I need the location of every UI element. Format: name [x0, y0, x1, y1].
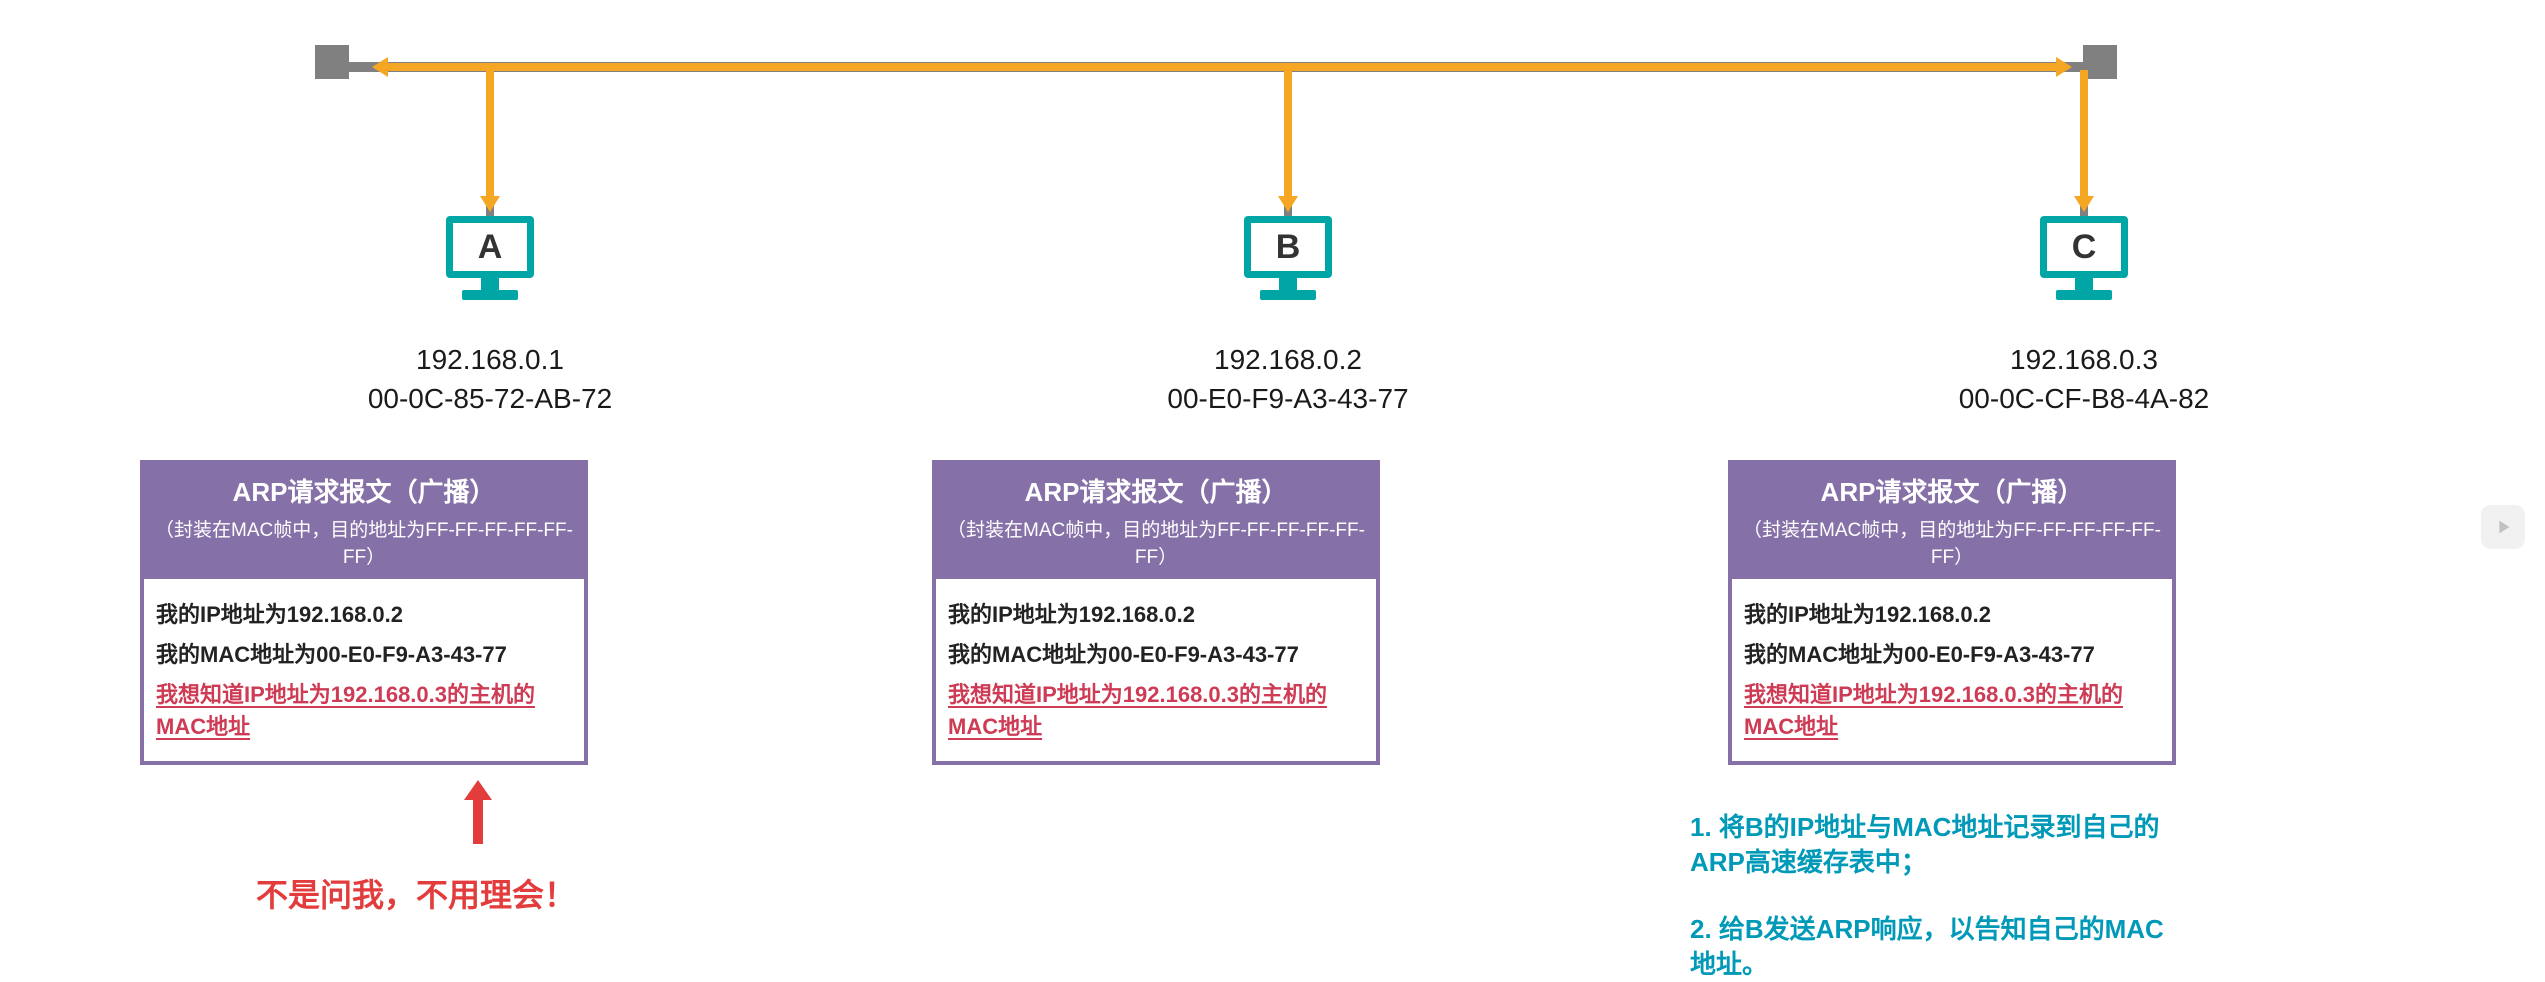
- arrow-down-a: [486, 70, 494, 198]
- screen-b: B: [1244, 216, 1332, 278]
- arrow-down-c: [2080, 70, 2088, 198]
- host-a-mac: 00-0C-85-72-AB-72: [330, 379, 650, 418]
- arp-diagram: A 192.168.0.1 00-0C-85-72-AB-72 B 192.16…: [0, 0, 2545, 981]
- arp-title-c: ARP请求报文（广播）: [1738, 472, 2166, 509]
- arp-subtitle-a: （封装在MAC帧中，目的地址为FF-FF-FF-FF-FF-FF）: [150, 515, 578, 569]
- bus-terminator-right: [2083, 45, 2117, 79]
- arrow-down-a-head: [480, 196, 500, 212]
- host-a-info: 192.168.0.1 00-0C-85-72-AB-72: [330, 340, 650, 418]
- computer-a: A: [446, 216, 534, 300]
- arrow-up-b: [1284, 70, 1292, 198]
- arp-header-b: ARP请求报文（广播） （封装在MAC帧中，目的地址为FF-FF-FF-FF-F…: [936, 464, 1376, 579]
- cyan-note-2: 2. 给B发送ARP响应，以告知自己的MAC地址。: [1690, 912, 2180, 982]
- arp-box-c: ARP请求报文（广播） （封装在MAC帧中，目的地址为FF-FF-FF-FF-F…: [1728, 460, 2176, 765]
- arp-body-c: 我的IP地址为192.168.0.2 我的MAC地址为00-E0-F9-A3-4…: [1732, 579, 2172, 761]
- cyan-note-1: 1. 将B的IP地址与MAC地址记录到自己的ARP高速缓存表中；: [1690, 810, 2180, 880]
- arp-header-a: ARP请求报文（广播） （封装在MAC帧中，目的地址为FF-FF-FF-FF-F…: [144, 464, 584, 579]
- bus-arrow-right-line: [1288, 63, 2056, 71]
- arp-c-line3: 我想知道IP地址为192.168.0.3的主机的MAC地址: [1744, 677, 2160, 741]
- bus-arrow-left-head: [372, 57, 388, 77]
- computer-b: B: [1244, 216, 1332, 300]
- arp-c-line1: 我的IP地址为192.168.0.2: [1744, 597, 2160, 629]
- host-c-label: C: [2072, 228, 2097, 267]
- stand-c: [2075, 278, 2093, 290]
- arp-header-c: ARP请求报文（广播） （封装在MAC帧中，目的地址为FF-FF-FF-FF-F…: [1732, 464, 2172, 579]
- host-c-ip: 192.168.0.3: [1924, 340, 2244, 379]
- arp-body-b: 我的IP地址为192.168.0.2 我的MAC地址为00-E0-F9-A3-4…: [936, 579, 1376, 761]
- host-b-ip: 192.168.0.2: [1128, 340, 1448, 379]
- arp-subtitle-c: （封装在MAC帧中，目的地址为FF-FF-FF-FF-FF-FF）: [1738, 515, 2166, 569]
- bus-terminator-left: [315, 45, 349, 79]
- arrow-down-c-head: [2074, 196, 2094, 212]
- screen-c: C: [2040, 216, 2128, 278]
- arp-box-b: ARP请求报文（广播） （封装在MAC帧中，目的地址为FF-FF-FF-FF-F…: [932, 460, 1380, 765]
- arp-box-a: ARP请求报文（广播） （封装在MAC帧中，目的地址为FF-FF-FF-FF-F…: [140, 460, 588, 765]
- host-b-info: 192.168.0.2 00-E0-F9-A3-43-77: [1128, 340, 1448, 418]
- arp-title-b: ARP请求报文（广播）: [942, 472, 1370, 509]
- arp-a-line2: 我的MAC地址为00-E0-F9-A3-43-77: [156, 637, 572, 669]
- host-b-label: B: [1276, 228, 1301, 267]
- bus-arrow-left-line: [388, 63, 1288, 71]
- arrow-b-head: [1278, 196, 1298, 212]
- host-b-mac: 00-E0-F9-A3-43-77: [1128, 379, 1448, 418]
- host-a-label: A: [478, 228, 503, 267]
- arp-a-line1: 我的IP地址为192.168.0.2: [156, 597, 572, 629]
- arp-body-a: 我的IP地址为192.168.0.2 我的MAC地址为00-E0-F9-A3-4…: [144, 579, 584, 761]
- arp-a-line3: 我想知道IP地址为192.168.0.3的主机的MAC地址: [156, 677, 572, 741]
- arp-b-line2: 我的MAC地址为00-E0-F9-A3-43-77: [948, 637, 1364, 669]
- base-b: [1260, 290, 1316, 300]
- arp-b-line3: 我想知道IP地址为192.168.0.3的主机的MAC地址: [948, 677, 1364, 741]
- bus-arrow-right-head: [2056, 57, 2072, 77]
- stand-b: [1279, 278, 1297, 290]
- arp-c-line2: 我的MAC地址为00-E0-F9-A3-43-77: [1744, 637, 2160, 669]
- arp-subtitle-b: （封装在MAC帧中，目的地址为FF-FF-FF-FF-FF-FF）: [942, 515, 1370, 569]
- computer-c: C: [2040, 216, 2128, 300]
- base-c: [2056, 290, 2112, 300]
- arp-b-line1: 我的IP地址为192.168.0.2: [948, 597, 1364, 629]
- host-c-info: 192.168.0.3 00-0C-CF-B8-4A-82: [1924, 340, 2244, 418]
- stand-a: [481, 278, 499, 290]
- arp-title-a: ARP请求报文（广播）: [150, 472, 578, 509]
- screen-a: A: [446, 216, 534, 278]
- host-a-ip: 192.168.0.1: [330, 340, 650, 379]
- play-icon[interactable]: [2481, 505, 2525, 549]
- host-c-mac: 00-0C-CF-B8-4A-82: [1924, 379, 2244, 418]
- note-a-text: 不是问我，不用理会！: [256, 870, 576, 916]
- note-a-arrow: [464, 780, 492, 844]
- base-a: [462, 290, 518, 300]
